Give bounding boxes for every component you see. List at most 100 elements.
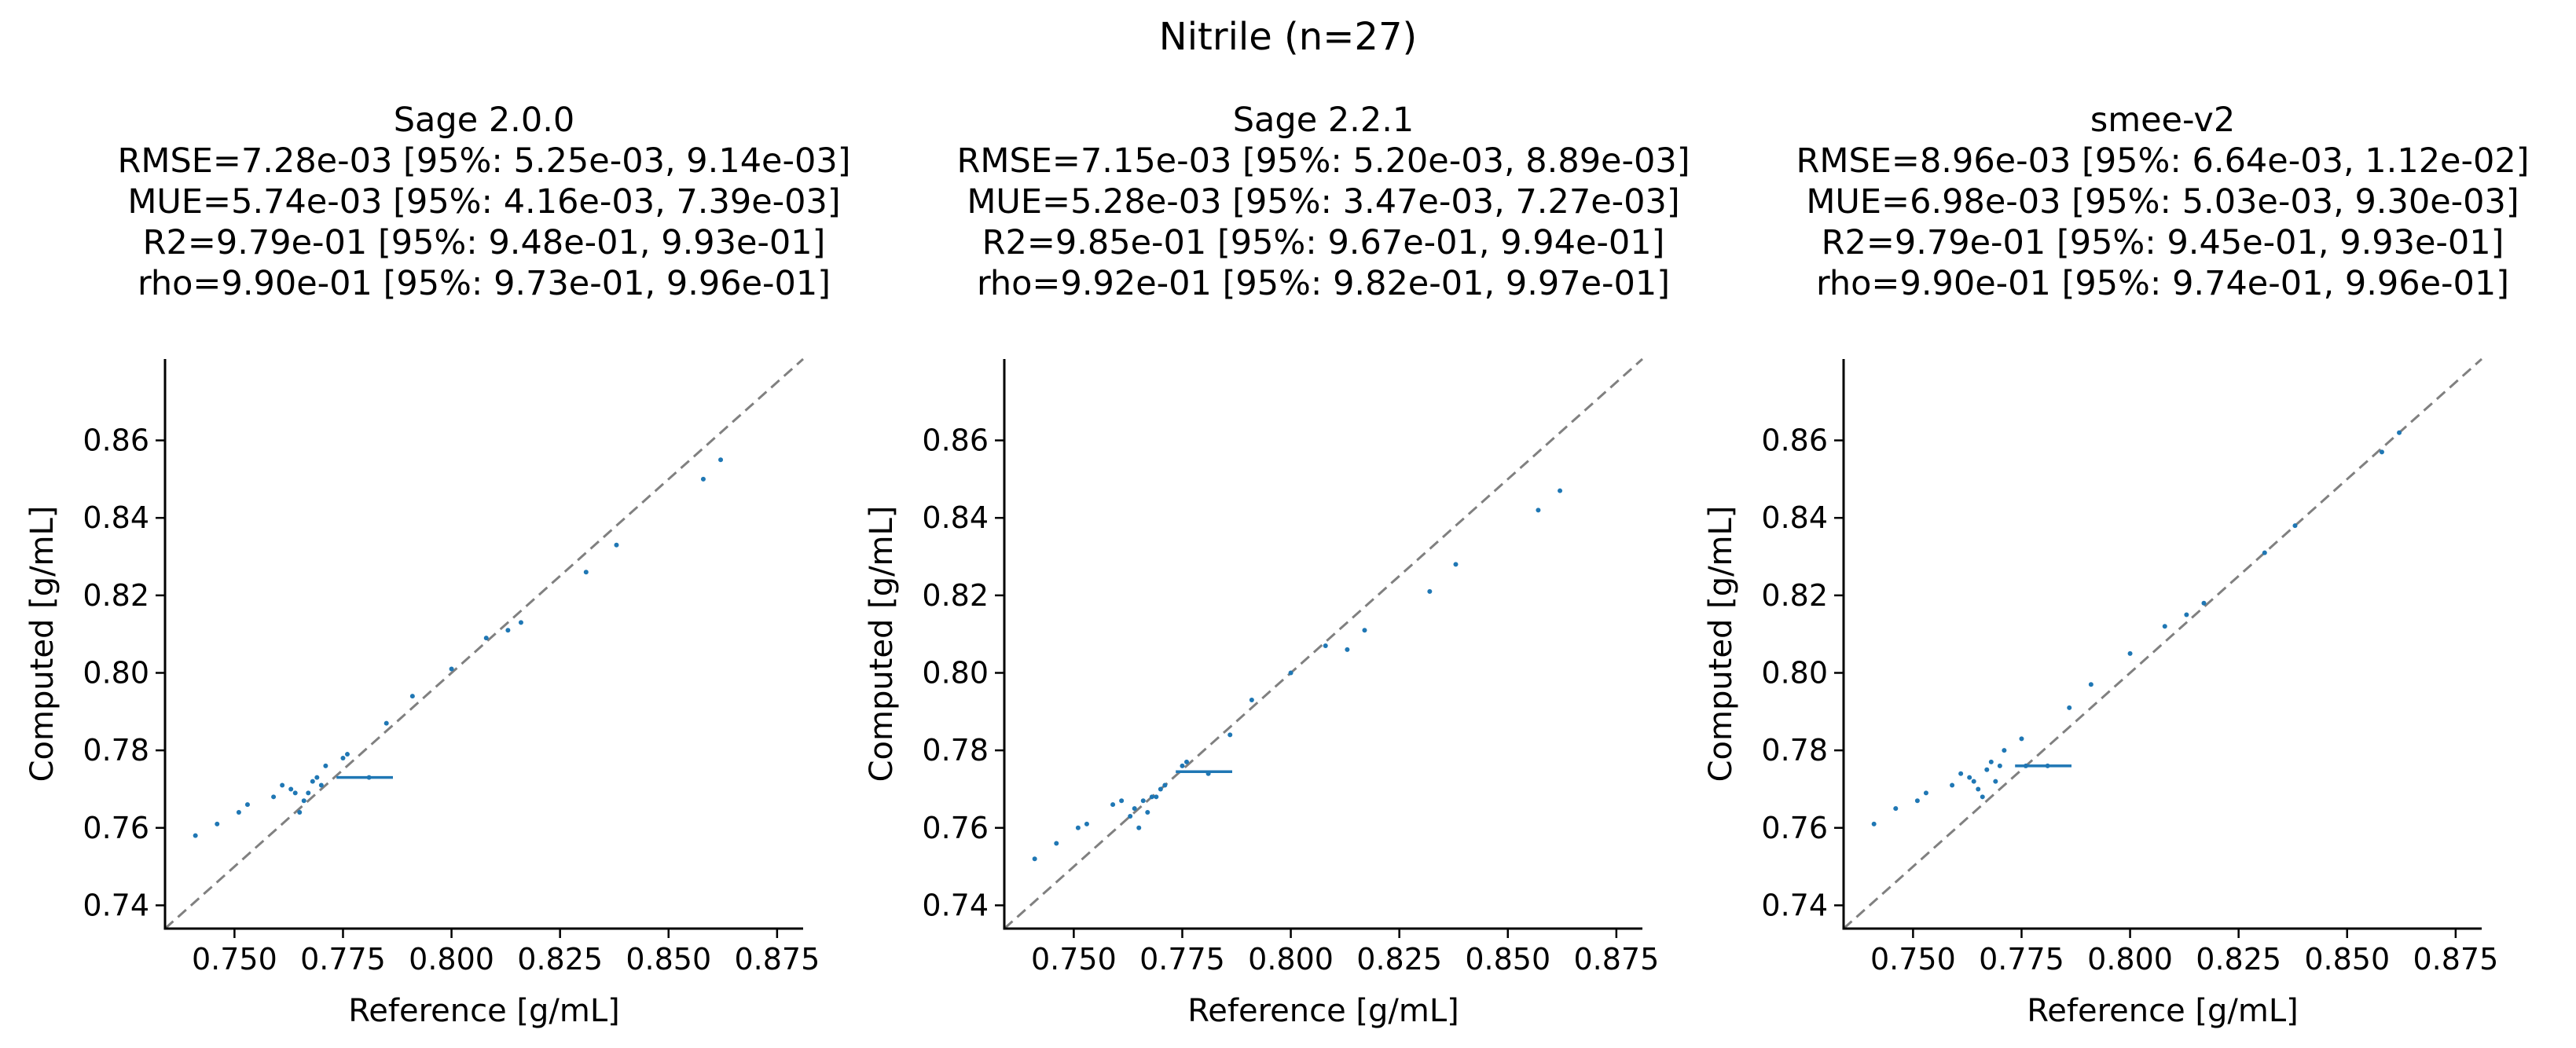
data-point xyxy=(1162,782,1168,788)
y-tick-label: 0.86 xyxy=(1761,423,1828,458)
data-point xyxy=(340,755,346,760)
data-point xyxy=(700,476,706,482)
data-point xyxy=(1132,806,1137,812)
x-tick-label: 0.800 xyxy=(409,942,494,977)
data-point xyxy=(1993,779,1998,784)
panel-title: Sage 2.0.0 xyxy=(394,101,574,140)
data-point xyxy=(1149,794,1154,800)
data-point xyxy=(2262,550,2267,555)
data-point xyxy=(383,720,389,726)
x-axis-label: Reference [g/mL] xyxy=(1187,993,1459,1029)
data-point xyxy=(1054,841,1059,846)
data-point xyxy=(1110,802,1116,808)
x-tick-label: 0.825 xyxy=(1356,942,1442,977)
data-point xyxy=(505,628,511,633)
x-tick-label: 0.750 xyxy=(1870,942,1956,977)
data-point xyxy=(306,790,311,796)
panel-stat-line: rho=9.90e-01 [95%: 9.74e-01, 9.96e-01] xyxy=(1816,264,2509,303)
data-point xyxy=(1119,798,1125,804)
panel-stat-line: MUE=5.28e-03 [95%: 3.47e-03, 7.27e-03] xyxy=(967,182,1679,222)
y-tick-label: 0.86 xyxy=(83,423,149,458)
y-tick-label: 0.78 xyxy=(922,733,989,768)
x-tick-label: 0.775 xyxy=(300,942,386,977)
y-axis-label: Computed [g/mL] xyxy=(864,506,900,782)
data-point xyxy=(288,786,294,792)
y-tick-label: 0.80 xyxy=(922,655,989,690)
y-tick-label: 0.84 xyxy=(83,500,149,535)
y-tick-label: 0.80 xyxy=(1761,655,1828,690)
data-point xyxy=(2292,523,2298,529)
data-point xyxy=(1988,759,1994,764)
identity-line xyxy=(164,357,804,930)
data-point xyxy=(2127,650,2133,656)
x-tick-label: 0.875 xyxy=(1573,942,1659,977)
data-point xyxy=(2184,612,2189,617)
data-point xyxy=(1536,508,1541,513)
data-point xyxy=(1154,794,1159,800)
data-point xyxy=(1971,779,1976,784)
data-point xyxy=(314,775,320,780)
data-point xyxy=(2019,736,2024,742)
panel-stat-line: R2=9.85e-01 [95%: 9.67e-01, 9.94e-01] xyxy=(982,223,1665,262)
y-axis-label: Computed [g/mL] xyxy=(1703,506,1739,782)
data-point xyxy=(614,542,619,548)
y-tick-label: 0.78 xyxy=(1761,733,1828,768)
y-tick-label: 0.82 xyxy=(922,578,989,613)
data-point xyxy=(215,821,220,826)
x-tick-label: 0.750 xyxy=(1031,942,1117,977)
data-point xyxy=(1288,670,1294,676)
data-point xyxy=(1075,825,1081,830)
panel-stat-line: RMSE=8.96e-03 [95%: 6.64e-03, 1.12e-02] xyxy=(1796,141,2529,181)
x-tick-label: 0.750 xyxy=(192,942,277,977)
data-point xyxy=(323,763,328,768)
data-point xyxy=(2397,430,2402,435)
panel-stat-line: MUE=6.98e-03 [95%: 5.03e-03, 9.30e-03] xyxy=(1806,182,2519,222)
data-point xyxy=(1205,771,1211,776)
data-point xyxy=(301,798,306,804)
data-point xyxy=(1136,825,1142,830)
data-point xyxy=(583,570,589,575)
y-tick-label: 0.74 xyxy=(83,888,149,922)
y-tick-label: 0.74 xyxy=(1761,888,1828,922)
data-point xyxy=(1362,628,1367,633)
y-tick-label: 0.84 xyxy=(922,500,989,535)
panel-title: smee-v2 xyxy=(2090,101,2235,140)
identity-line xyxy=(1843,357,2482,930)
y-tick-label: 0.78 xyxy=(83,733,149,768)
data-point xyxy=(2201,600,2207,606)
data-point xyxy=(318,782,324,788)
y-tick-label: 0.74 xyxy=(922,888,989,922)
data-point xyxy=(1140,798,1146,804)
x-tick-label: 0.825 xyxy=(517,942,603,977)
data-point xyxy=(345,752,350,757)
x-tick-label: 0.850 xyxy=(1465,942,1550,977)
data-point xyxy=(518,620,523,625)
data-point xyxy=(1158,786,1163,792)
x-tick-label: 0.800 xyxy=(2087,942,2173,977)
data-point xyxy=(1997,763,2002,768)
data-point xyxy=(2379,449,2384,455)
data-point xyxy=(449,666,454,672)
data-point xyxy=(1950,782,1955,788)
data-point xyxy=(2088,682,2093,687)
data-point xyxy=(292,790,298,796)
data-point xyxy=(1145,810,1150,815)
data-point xyxy=(1984,767,1990,772)
data-point xyxy=(1184,759,1189,764)
data-point xyxy=(244,802,250,808)
data-point xyxy=(193,833,198,838)
y-tick-label: 0.84 xyxy=(1761,500,1828,535)
data-point xyxy=(2162,624,2167,629)
data-point xyxy=(1323,643,1328,648)
panel-title: Sage 2.2.1 xyxy=(1233,101,1414,140)
x-axis-label: Reference [g/mL] xyxy=(2027,993,2298,1029)
data-point xyxy=(1249,698,1254,703)
y-tick-label: 0.76 xyxy=(83,811,149,845)
x-tick-label: 0.875 xyxy=(2413,942,2498,977)
data-point xyxy=(310,779,315,784)
y-tick-label: 0.80 xyxy=(83,655,149,690)
